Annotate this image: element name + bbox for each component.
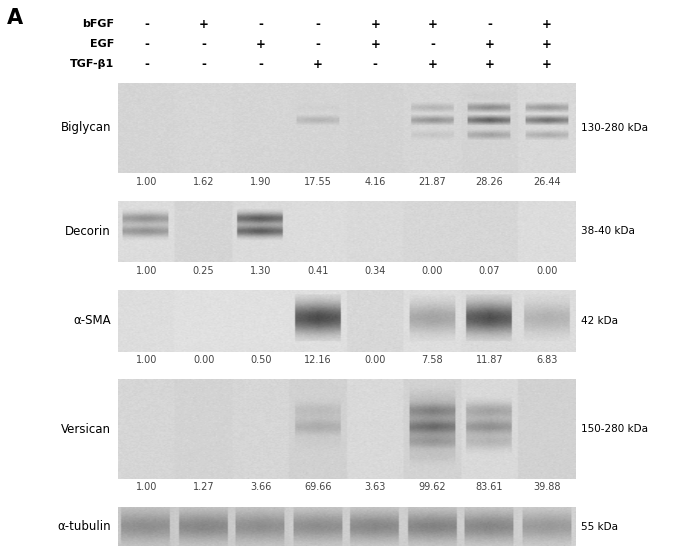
Text: 4.16: 4.16 — [365, 177, 386, 187]
Text: -: - — [144, 18, 149, 31]
Text: -: - — [430, 38, 435, 51]
Text: TGF-β1: TGF-β1 — [70, 59, 114, 69]
Text: 3.63: 3.63 — [365, 482, 386, 492]
Text: 1.27: 1.27 — [192, 482, 215, 492]
Text: +: + — [427, 18, 437, 31]
Text: 0.00: 0.00 — [536, 266, 557, 276]
Text: 55 kDa: 55 kDa — [581, 522, 618, 532]
Text: +: + — [313, 57, 323, 71]
Text: +: + — [370, 18, 380, 31]
Text: 0.00: 0.00 — [365, 355, 386, 365]
Text: α-tubulin: α-tubulin — [57, 520, 111, 533]
Text: 28.26: 28.26 — [476, 177, 503, 187]
Text: 0.00: 0.00 — [422, 266, 443, 276]
Text: Versican: Versican — [61, 423, 111, 436]
Text: 1.00: 1.00 — [136, 355, 157, 365]
Text: +: + — [256, 38, 266, 51]
Text: +: + — [542, 38, 552, 51]
Text: -: - — [258, 18, 263, 31]
Text: 1.30: 1.30 — [250, 266, 271, 276]
Text: -: - — [316, 18, 320, 31]
Text: -: - — [201, 57, 206, 71]
Text: -: - — [373, 57, 378, 71]
Text: 0.41: 0.41 — [308, 266, 328, 276]
Text: 0.07: 0.07 — [479, 266, 500, 276]
Text: 6.83: 6.83 — [536, 355, 557, 365]
Text: 39.88: 39.88 — [533, 482, 561, 492]
Text: 0.25: 0.25 — [192, 266, 215, 276]
Text: 1.00: 1.00 — [136, 482, 157, 492]
Text: +: + — [485, 38, 495, 51]
Text: -: - — [316, 38, 320, 51]
Text: 26.44: 26.44 — [533, 177, 561, 187]
Text: 1.90: 1.90 — [250, 177, 271, 187]
Text: 11.87: 11.87 — [476, 355, 503, 365]
Text: 150-280 kDa: 150-280 kDa — [581, 424, 648, 434]
Text: 99.62: 99.62 — [419, 482, 446, 492]
Text: +: + — [427, 57, 437, 71]
Text: +: + — [370, 38, 380, 51]
Text: 12.16: 12.16 — [304, 355, 332, 365]
Text: +: + — [485, 57, 495, 71]
Text: A: A — [7, 8, 23, 28]
Text: 3.66: 3.66 — [250, 482, 271, 492]
Text: EGF: EGF — [90, 39, 114, 49]
Text: 38-40 kDa: 38-40 kDa — [581, 226, 635, 236]
Text: -: - — [144, 57, 149, 71]
Text: 130-280 kDa: 130-280 kDa — [581, 123, 648, 133]
Text: 83.61: 83.61 — [476, 482, 503, 492]
Text: -: - — [201, 38, 206, 51]
Text: 69.66: 69.66 — [304, 482, 332, 492]
Text: 0.34: 0.34 — [365, 266, 386, 276]
Text: 21.87: 21.87 — [419, 177, 446, 187]
Text: 7.58: 7.58 — [421, 355, 444, 365]
Text: 1.00: 1.00 — [136, 266, 157, 276]
Text: Biglycan: Biglycan — [61, 121, 111, 134]
Text: 1.00: 1.00 — [136, 177, 157, 187]
Text: -: - — [258, 57, 263, 71]
Text: 0.50: 0.50 — [250, 355, 271, 365]
Text: -: - — [487, 18, 492, 31]
Text: 0.00: 0.00 — [193, 355, 214, 365]
Text: 17.55: 17.55 — [304, 177, 332, 187]
Text: +: + — [542, 57, 552, 71]
Text: 42 kDa: 42 kDa — [581, 316, 618, 326]
Text: +: + — [199, 18, 209, 31]
Text: +: + — [542, 18, 552, 31]
Text: -: - — [144, 38, 149, 51]
Text: 1.62: 1.62 — [193, 177, 214, 187]
Text: bFGF: bFGF — [82, 19, 114, 29]
Text: α-SMA: α-SMA — [73, 314, 111, 327]
Text: Decorin: Decorin — [65, 225, 111, 238]
